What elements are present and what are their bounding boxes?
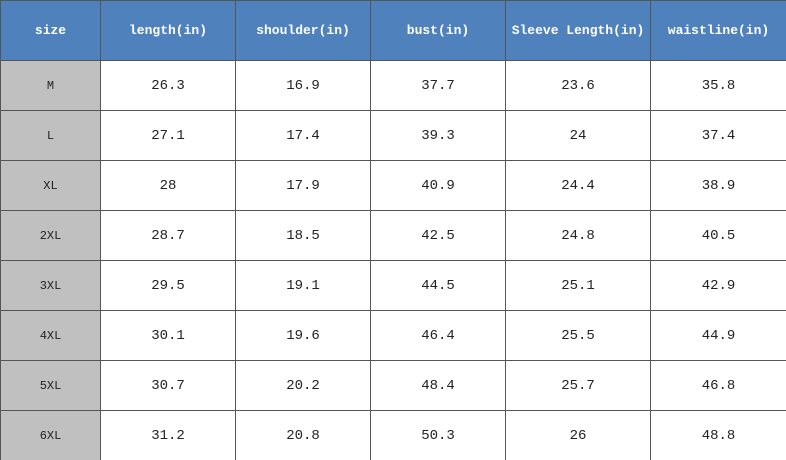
value-cell: 44.5 bbox=[371, 261, 506, 311]
value-cell: 46.4 bbox=[371, 311, 506, 361]
value-cell: 30.1 bbox=[101, 311, 236, 361]
value-cell: 44.9 bbox=[651, 311, 786, 361]
size-cell: 6XL bbox=[1, 411, 101, 460]
value-cell: 37.7 bbox=[371, 61, 506, 111]
value-cell: 46.8 bbox=[651, 361, 786, 411]
value-cell: 48.8 bbox=[651, 411, 786, 460]
value-cell: 24.4 bbox=[506, 161, 651, 211]
value-cell: 30.7 bbox=[101, 361, 236, 411]
size-cell: L bbox=[1, 111, 101, 161]
value-cell: 20.8 bbox=[236, 411, 371, 460]
value-cell: 25.7 bbox=[506, 361, 651, 411]
value-cell: 16.9 bbox=[236, 61, 371, 111]
value-cell: 20.2 bbox=[236, 361, 371, 411]
value-cell: 50.3 bbox=[371, 411, 506, 460]
value-cell: 17.9 bbox=[236, 161, 371, 211]
value-cell: 27.1 bbox=[101, 111, 236, 161]
header-cell: shoulder(in) bbox=[236, 1, 371, 61]
header-cell: length(in) bbox=[101, 1, 236, 61]
size-cell: 4XL bbox=[1, 311, 101, 361]
value-cell: 31.2 bbox=[101, 411, 236, 460]
value-cell: 29.5 bbox=[101, 261, 236, 311]
value-cell: 18.5 bbox=[236, 211, 371, 261]
value-cell: 25.1 bbox=[506, 261, 651, 311]
value-cell: 37.4 bbox=[651, 111, 786, 161]
size-cell: 5XL bbox=[1, 361, 101, 411]
value-cell: 28.7 bbox=[101, 211, 236, 261]
header-cell: Sleeve Length(in) bbox=[506, 1, 651, 61]
size-cell: 3XL bbox=[1, 261, 101, 311]
value-cell: 40.5 bbox=[651, 211, 786, 261]
value-cell: 19.6 bbox=[236, 311, 371, 361]
value-cell: 42.9 bbox=[651, 261, 786, 311]
value-cell: 28 bbox=[101, 161, 236, 211]
value-cell: 35.8 bbox=[651, 61, 786, 111]
size-cell: M bbox=[1, 61, 101, 111]
value-cell: 25.5 bbox=[506, 311, 651, 361]
value-cell: 48.4 bbox=[371, 361, 506, 411]
header-cell: bust(in) bbox=[371, 1, 506, 61]
value-cell: 17.4 bbox=[236, 111, 371, 161]
value-cell: 38.9 bbox=[651, 161, 786, 211]
value-cell: 26 bbox=[506, 411, 651, 460]
header-cell: waistline(in) bbox=[651, 1, 786, 61]
size-cell: XL bbox=[1, 161, 101, 211]
value-cell: 24 bbox=[506, 111, 651, 161]
header-cell: size bbox=[1, 1, 101, 61]
size-cell: 2XL bbox=[1, 211, 101, 261]
value-cell: 42.5 bbox=[371, 211, 506, 261]
value-cell: 24.8 bbox=[506, 211, 651, 261]
value-cell: 19.1 bbox=[236, 261, 371, 311]
value-cell: 23.6 bbox=[506, 61, 651, 111]
value-cell: 40.9 bbox=[371, 161, 506, 211]
value-cell: 26.3 bbox=[101, 61, 236, 111]
value-cell: 39.3 bbox=[371, 111, 506, 161]
